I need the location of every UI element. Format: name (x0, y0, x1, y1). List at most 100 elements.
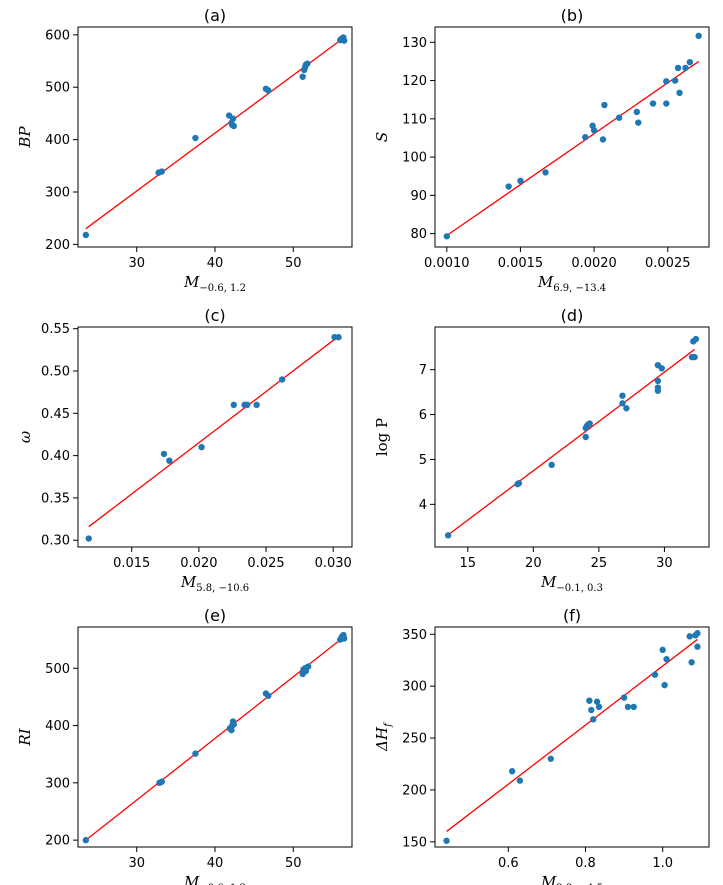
y-tick-label: 400 (45, 133, 70, 148)
data-point (691, 353, 698, 361)
data-point (515, 480, 523, 487)
data-point (663, 78, 670, 85)
x-axis-label-main: M (537, 273, 554, 291)
y-tick-label: 0.40 (41, 449, 70, 464)
x-tick-label: 0.0015 (498, 256, 544, 271)
plot-frame (77, 326, 353, 548)
data-point (166, 457, 173, 464)
data-point (548, 461, 555, 469)
y-axis-label: log P (373, 418, 391, 456)
data-point (682, 64, 689, 72)
y-tick-label: 110 (402, 112, 427, 127)
data-point (443, 837, 450, 844)
y-tick-label: 350 (402, 628, 427, 643)
data-point (649, 100, 657, 107)
x-axis-label-subscript: 2.3, −4.5 (556, 883, 603, 885)
data-point (619, 392, 626, 399)
panel-b: (b) 0.0010 0.0015 0.0020 0.0025 80 90 100 110 120… (373, 6, 710, 294)
y-tick-label: 120 (402, 74, 427, 89)
x-tick-label: 0.0010 (424, 256, 470, 271)
y-axis-label: BP (16, 126, 34, 149)
data-point (676, 89, 683, 97)
data-point (663, 100, 670, 107)
y-tick-label: 0.35 (41, 491, 70, 506)
data-point (694, 643, 701, 650)
data-point (651, 671, 659, 678)
data-point (586, 420, 593, 427)
data-point (230, 122, 237, 130)
data-point (230, 401, 238, 409)
data-point (505, 183, 512, 190)
y-tick-label: 6 (419, 408, 427, 423)
x-axis-label: M−0.6, 1.2 (183, 873, 246, 885)
y-tick-label: 90 (410, 189, 427, 204)
x-tick-label: 30 (656, 556, 673, 571)
data-point (686, 633, 693, 640)
data-point (265, 87, 272, 94)
data-point (586, 697, 593, 704)
data-point (658, 365, 666, 372)
x-axis-label-main: M (540, 873, 557, 885)
y-tick-label: 100 (402, 151, 427, 166)
x-axis-label-subscript: 5.8, −10.6 (196, 583, 249, 594)
x-tick-label: 0.030 (315, 556, 352, 571)
data-point (85, 535, 92, 542)
x-tick-label: 0.6 (498, 856, 519, 871)
x-tick-label: 30 (128, 856, 145, 871)
data-point (686, 59, 694, 66)
y-tick-label: 4 (419, 498, 427, 513)
x-tick-label: 0.020 (180, 556, 217, 571)
data-point (443, 233, 450, 240)
data-point (582, 433, 589, 441)
data-point (623, 405, 630, 412)
panel-a: (a) 30 40 50 200 300 400 500 600 M−0.6, 1.2 BP (16, 6, 353, 294)
x-tick-label: 0.015 (113, 556, 150, 571)
data-point (624, 703, 632, 711)
y-axis-label-main: BP (16, 126, 34, 149)
data-point (659, 646, 666, 654)
x-tick-label: 0.025 (247, 556, 284, 571)
data-point (599, 136, 607, 143)
y-tick-label: 300 (402, 680, 427, 695)
data-point (619, 400, 626, 407)
data-point (508, 768, 516, 775)
data-point (582, 133, 589, 141)
data-point (158, 778, 165, 785)
data-point (230, 721, 237, 728)
data-point (601, 101, 608, 109)
x-axis-label: M−0.6, 1.2 (183, 273, 246, 294)
panel-title: (f) (563, 606, 581, 625)
x-axis-label-subscript: −0.6, 1.2 (199, 283, 246, 294)
data-point (244, 401, 251, 409)
data-point (630, 703, 637, 711)
x-tick-label: 15 (460, 556, 477, 571)
y-tick-label: 0.30 (41, 534, 70, 549)
data-point (304, 663, 312, 670)
x-tick-label: 20 (525, 556, 542, 571)
x-tick-label: 0.0025 (645, 256, 691, 271)
x-tick-label: 25 (591, 556, 608, 571)
data-point (695, 32, 702, 39)
plot-frame (434, 626, 710, 848)
x-axis-label-main: M (540, 573, 557, 591)
data-point (671, 77, 679, 84)
data-point (253, 401, 260, 409)
data-point (278, 376, 286, 383)
y-axis-label-main: S (373, 132, 391, 142)
x-tick-label: 40 (207, 856, 224, 871)
y-tick-label: 300 (45, 186, 70, 201)
data-point (615, 114, 623, 121)
x-tick-label: 0.8 (575, 856, 596, 871)
fit-line (447, 348, 695, 536)
data-point (192, 750, 199, 757)
data-point (654, 377, 662, 385)
y-tick-label: 5 (419, 453, 427, 468)
data-point (694, 630, 701, 637)
y-axis-label: RI (16, 727, 34, 746)
y-tick-label: 300 (45, 776, 70, 791)
y-tick-label: 500 (45, 662, 70, 677)
panel-title: (a) (204, 6, 226, 25)
x-axis-label-main: M (183, 873, 200, 885)
data-point (82, 836, 90, 844)
panel-f: (f) 0.6 0.8 1.0 150 200 250 300 350 M2.3, −4.5 ΔHf (373, 606, 710, 885)
